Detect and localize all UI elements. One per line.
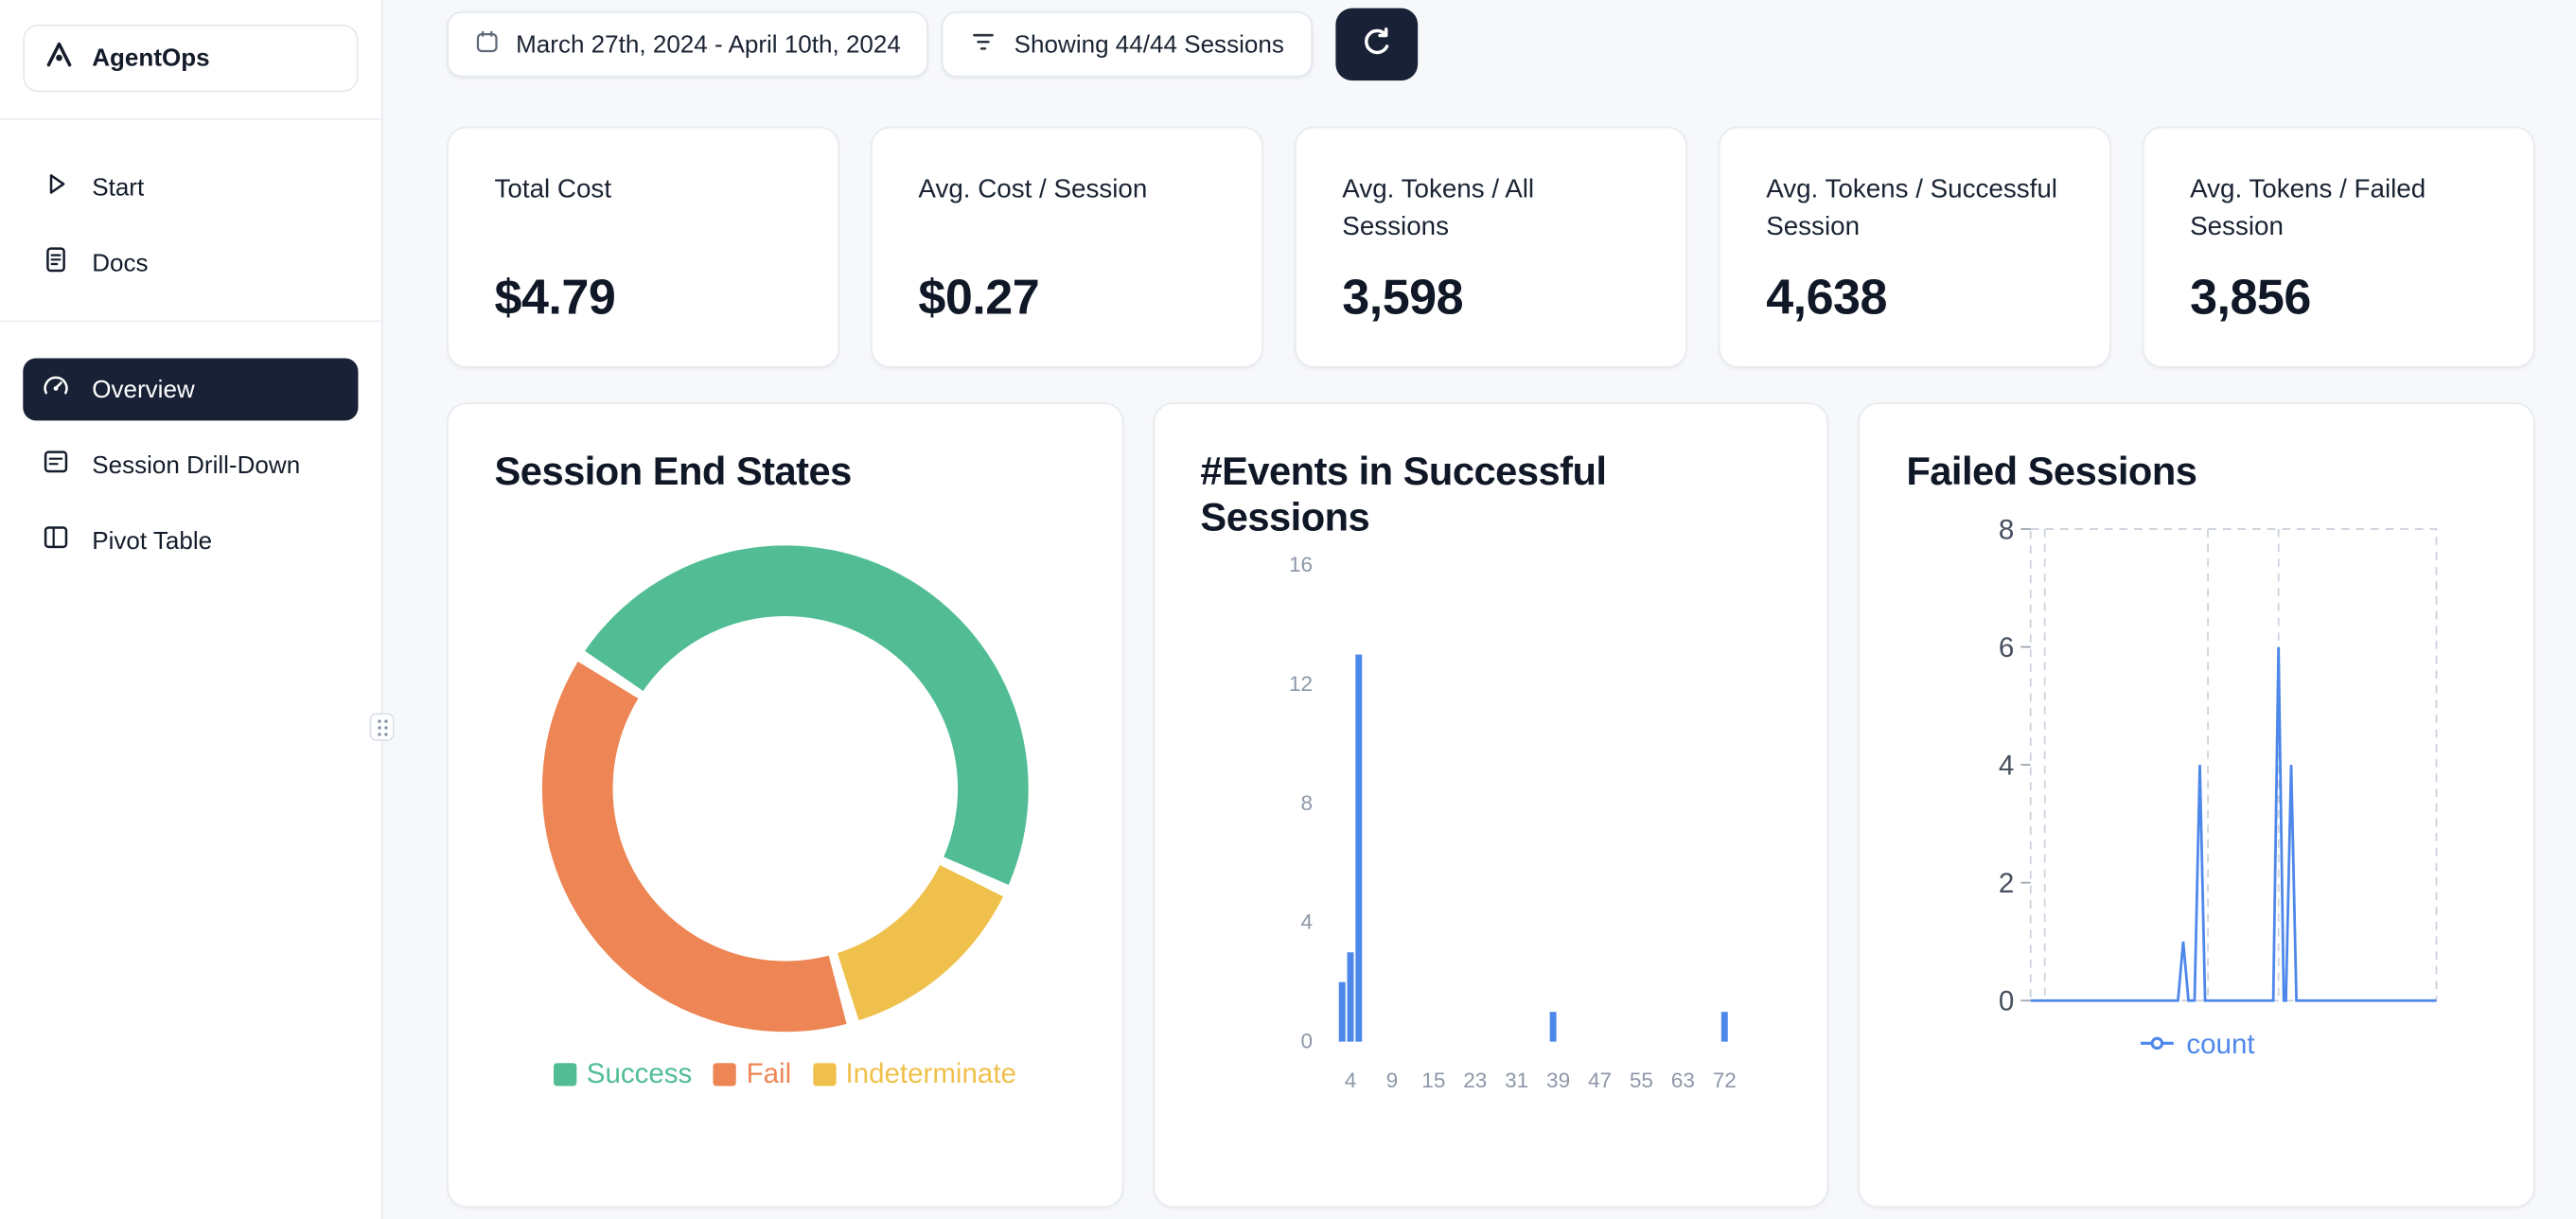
svg-text:9: 9 [1385,1069,1398,1093]
legend-label: Indeterminate [845,1058,1016,1090]
stat-label: Avg. Cost / Session [918,175,1148,204]
donut-hole [612,616,958,962]
sidebar-item-pivot-table[interactable]: Pivot Table [23,509,358,572]
play-icon [41,169,70,205]
svg-text:8: 8 [1999,520,2014,546]
svg-text:6: 6 [1999,632,2014,663]
stat-label: Avg. Tokens / Successful Session [1766,175,2057,242]
donut-legend: Success Fail Indeterminate [495,1058,1076,1091]
calendar-icon [475,28,500,60]
stat-card-avg-cost-session: Avg. Cost / Session $0.27 [871,126,1263,368]
stat-value: $0.27 [918,271,1040,326]
sidebar-item-overview[interactable]: Overview [23,358,359,421]
refresh-icon [1360,26,1393,63]
svg-text:16: 16 [1288,556,1312,576]
stat-card-avg-tokens-failed: Avg. Tokens / Failed Session 3,856 [2142,126,2535,368]
stat-label: Total Cost [494,175,612,204]
pivot-table-icon [41,522,70,558]
sessions-filter-button[interactable]: Showing 44/44 Sessions [942,11,1313,78]
donut-legend-item[interactable]: Fail [713,1058,792,1091]
svg-text:63: 63 [1670,1069,1694,1093]
sidebar-secondary-nav: Overview Session Drill-Down [23,348,359,572]
document-icon [41,245,70,281]
svg-text:72: 72 [1712,1069,1736,1093]
donut-legend-item[interactable]: Indeterminate [812,1058,1016,1091]
chart-title: Failed Sessions [1906,450,2197,495]
stat-value: 4,638 [1766,271,1887,326]
svg-text:4: 4 [1300,910,1313,934]
svg-text:4: 4 [1344,1069,1356,1093]
svg-text:12: 12 [1288,672,1312,696]
stat-label: Avg. Tokens / All Sessions [1342,175,1535,242]
stat-value: 3,598 [1342,271,1464,326]
stat-value: 3,856 [2190,271,2311,326]
sessions-filter-label: Showing 44/44 Sessions [1014,30,1284,59]
agentops-logo-icon [43,38,76,79]
charts-row: Session End States Success Fail [447,402,2535,1208]
svg-text:39: 39 [1545,1069,1569,1093]
svg-text:23: 23 [1463,1069,1487,1093]
session-drilldown-icon [41,447,70,483]
sidebar-item-label: Overview [92,375,195,404]
chart-title: #Events in Successful Sessions [1200,450,1607,541]
filter-icon [970,27,998,62]
line-chart-svg: 0 2 4 6 8 [1999,520,2438,1016]
bar-chart-svg: 0 4 8 12 16 4 9 15 23 31 39 47 55 63 72 [1288,556,1736,1093]
date-range-label: March 27th, 2024 - April 10th, 2024 [516,30,901,59]
app-title: AgentOps [92,44,210,73]
topbar: March 27th, 2024 - April 10th, 2024 Show… [447,8,2534,81]
sidebar-resize-handle[interactable] [369,713,395,741]
stat-label: Avg. Tokens / Failed Session [2190,175,2426,242]
legend-swatch [554,1063,577,1086]
donut-legend-item[interactable]: Success [554,1058,692,1091]
sidebar-item-label: Pivot Table [92,526,213,555]
count-legend-marker [2139,1029,2175,1062]
donut-chart [541,545,1029,1033]
stats-row: Total Cost $4.79 Avg. Cost / Session $0.… [447,126,2535,368]
svg-text:8: 8 [1300,791,1313,815]
sidebar-divider [0,117,381,120]
events-in-successful-sessions-card: #Events in Successful Sessions 0 4 8 12 16 4 9… [1153,402,1829,1208]
legend-label: Fail [746,1058,792,1090]
svg-text:15: 15 [1421,1069,1445,1093]
svg-text:0: 0 [1999,986,2014,1016]
main-content: March 27th, 2024 - April 10th, 2024 Show… [382,0,2576,1219]
sidebar-item-label: Session Drill-Down [92,450,301,480]
svg-text:31: 31 [1505,1069,1528,1093]
gauge-icon [41,371,70,407]
count-legend[interactable]: count [1906,1029,2487,1062]
svg-text:2: 2 [1999,868,2014,899]
svg-text:4: 4 [1999,751,2014,782]
chart-title: Session End States [494,450,853,495]
legend-swatch [713,1063,737,1086]
sidebar-item-session-drilldown[interactable]: Session Drill-Down [23,433,358,496]
stat-card-avg-tokens-all: Avg. Tokens / All Sessions 3,598 [1294,126,1687,368]
sidebar-primary-nav: Start Docs [23,147,358,294]
sidebar-item-label: Docs [92,249,149,277]
count-legend-label: count [2186,1028,2255,1060]
svg-text:0: 0 [1300,1030,1313,1053]
svg-text:55: 55 [1629,1069,1652,1093]
sidebar-item-docs[interactable]: Docs [23,232,358,294]
sidebar-item-label: Start [92,173,145,202]
sidebar-divider [0,320,381,323]
sidebar-item-start[interactable]: Start [23,156,358,219]
svg-text:47: 47 [1587,1069,1611,1093]
refresh-button[interactable] [1334,8,1418,81]
stat-card-avg-tokens-successful: Avg. Tokens / Successful Session 4,638 [1718,126,2111,368]
session-end-states-card: Session End States Success Fail [447,402,1123,1208]
legend-swatch [812,1063,837,1086]
stat-card-total-cost: Total Cost $4.79 [447,126,840,368]
stat-value: $4.79 [494,271,616,326]
date-range-button[interactable]: March 27th, 2024 - April 10th, 2024 [447,11,929,78]
legend-label: Success [586,1058,693,1090]
sidebar: AgentOps Start [0,0,383,1219]
app-logo[interactable]: AgentOps [23,25,359,93]
failed-sessions-card: Failed Sessions 0 2 4 6 8 count [1858,402,2535,1208]
